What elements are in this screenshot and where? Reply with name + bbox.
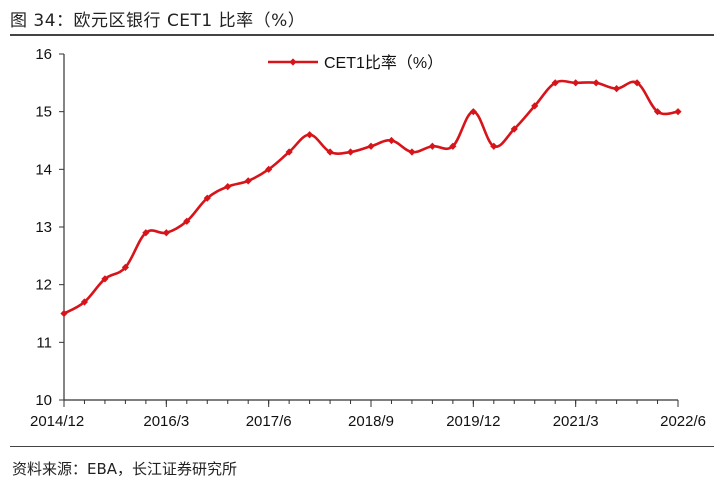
data-point: [572, 79, 580, 87]
y-tick-label: 16: [35, 46, 52, 63]
figure-title: 图 34：欧元区银行 CET1 比率（%）: [10, 11, 306, 31]
data-point: [408, 148, 416, 156]
data-point: [121, 263, 129, 271]
legend-label: CET1比率（%）: [324, 54, 443, 72]
y-tick-label: 14: [35, 161, 52, 178]
title-rule: [10, 34, 714, 36]
x-tick-label: 2018/9: [348, 413, 394, 430]
data-point: [613, 85, 621, 93]
data-point: [490, 142, 498, 150]
data-point: [142, 229, 150, 237]
data-point: [674, 108, 682, 116]
data-point: [162, 229, 170, 237]
x-tick-label: 2014/12: [30, 413, 84, 430]
data-point: [183, 217, 191, 225]
data-point: [449, 142, 457, 150]
y-tick-label: 11: [36, 334, 52, 351]
data-point: [224, 183, 232, 191]
data-point: [346, 148, 355, 156]
data-point: [326, 148, 334, 156]
source-note: 资料来源：EBA，长江证券研究所: [12, 460, 238, 478]
data-point: [60, 309, 68, 318]
x-tick-label: 2016/3: [143, 413, 189, 430]
data-point: [306, 131, 314, 139]
data-point: [592, 79, 600, 87]
data-point: [101, 275, 109, 283]
y-tick-label: 10: [35, 392, 52, 409]
series-line-cet1: [63, 79, 679, 315]
data-point: [510, 125, 518, 133]
data-point: [80, 298, 89, 306]
data-point: [244, 177, 252, 185]
data-point: [469, 108, 477, 116]
data-point: [633, 79, 641, 87]
x-tick-label: 2017/6: [246, 413, 292, 430]
x-tick-label: 2021/3: [553, 413, 599, 430]
data-point: [387, 136, 396, 145]
data-point: [428, 142, 436, 150]
data-point: [265, 165, 273, 173]
data-point: [285, 148, 293, 156]
data-point: [531, 102, 539, 110]
x-tick-label: 2019/12: [446, 413, 500, 430]
data-point: [653, 108, 662, 116]
data-point: [203, 194, 211, 202]
y-tick-label: 12: [35, 277, 52, 294]
y-tick-label: 15: [35, 104, 52, 121]
y-tick-label: 13: [35, 219, 52, 236]
x-tick-label: 2022/6: [660, 413, 706, 430]
source-rule: [10, 446, 714, 447]
data-point: [551, 79, 559, 87]
data-point: [367, 142, 375, 150]
legend-marker: [289, 58, 297, 66]
